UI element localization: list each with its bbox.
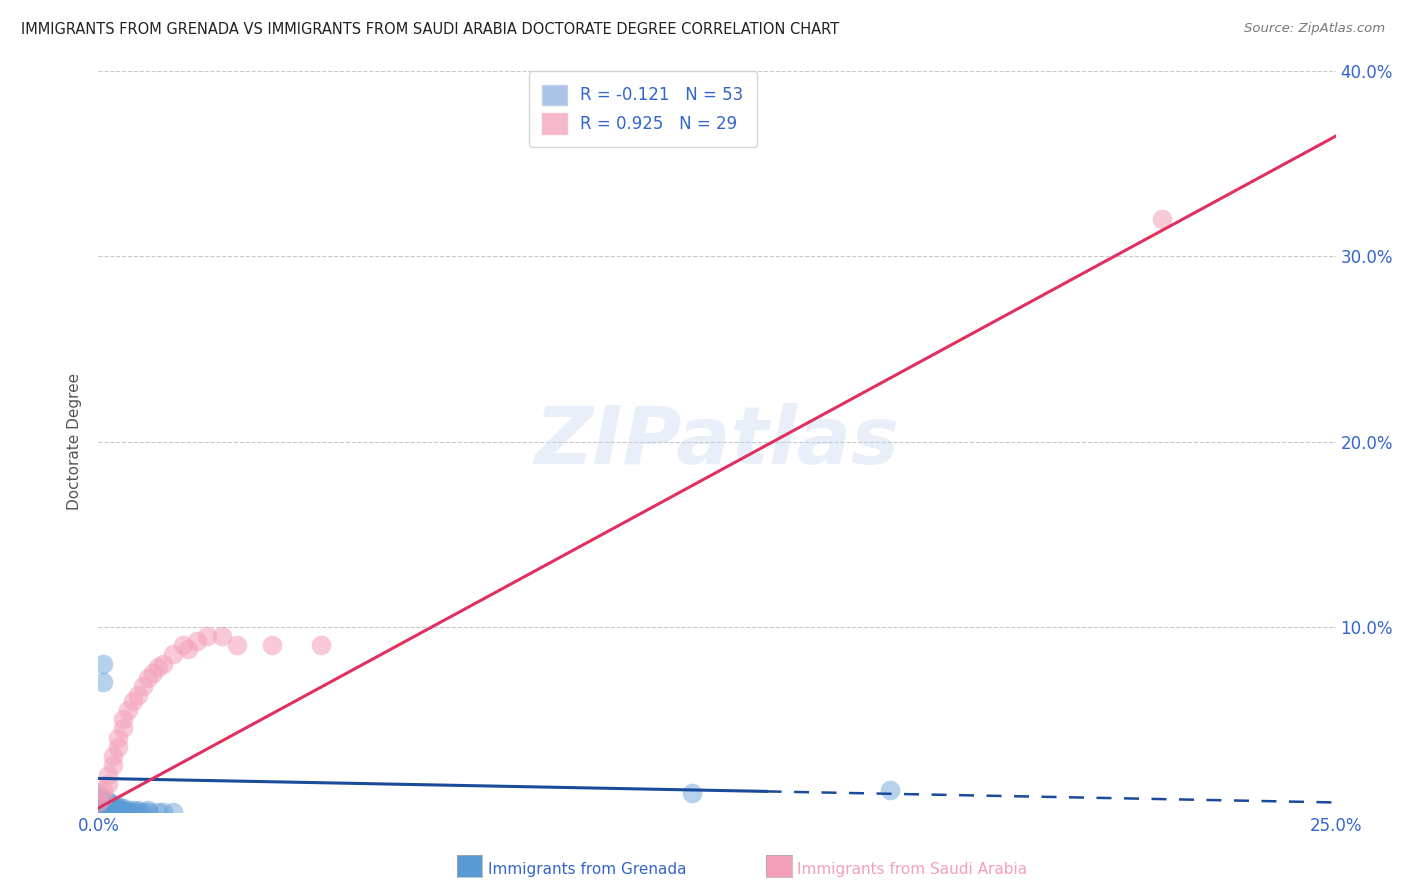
Point xyxy=(117,805,139,819)
Point xyxy=(87,786,110,800)
Point xyxy=(93,805,115,819)
Point xyxy=(87,789,110,804)
Point xyxy=(162,805,184,819)
Point xyxy=(103,803,125,817)
Point xyxy=(195,629,218,643)
Point xyxy=(93,675,115,690)
Point xyxy=(112,803,135,817)
Point xyxy=(309,638,332,652)
Point xyxy=(176,641,198,656)
Point xyxy=(127,688,149,702)
Point xyxy=(93,794,115,808)
Point xyxy=(107,799,129,814)
Point xyxy=(107,805,129,819)
Point xyxy=(93,657,115,671)
Point xyxy=(103,805,125,819)
Point xyxy=(87,805,110,819)
Point xyxy=(93,782,115,797)
Point xyxy=(93,789,115,804)
Point xyxy=(97,767,120,781)
Point xyxy=(93,803,115,817)
Point xyxy=(122,805,145,819)
Point xyxy=(127,803,149,817)
Point xyxy=(93,801,115,815)
Point xyxy=(87,797,110,812)
Point xyxy=(103,797,125,812)
Point xyxy=(87,799,110,814)
Point xyxy=(117,803,139,817)
Point xyxy=(107,801,129,815)
Point xyxy=(136,805,159,819)
Point xyxy=(103,749,125,764)
Point xyxy=(211,629,233,643)
Point xyxy=(93,796,115,810)
Point xyxy=(107,731,129,745)
Point xyxy=(132,679,155,693)
Point xyxy=(112,722,135,736)
Point xyxy=(97,799,120,814)
Point xyxy=(152,805,174,819)
Point xyxy=(186,634,208,648)
Text: Immigrants from Grenada: Immigrants from Grenada xyxy=(488,863,686,877)
Point xyxy=(107,803,129,817)
Point xyxy=(260,638,283,652)
Point xyxy=(162,648,184,662)
Point xyxy=(127,805,149,819)
Point xyxy=(97,803,120,817)
Point xyxy=(97,794,120,808)
Point xyxy=(93,797,115,812)
Point xyxy=(97,801,120,815)
Point xyxy=(142,665,165,680)
Point xyxy=(117,703,139,717)
Point xyxy=(1152,212,1174,227)
Point xyxy=(146,660,169,674)
Point xyxy=(681,786,703,800)
Point xyxy=(103,799,125,814)
Point xyxy=(879,782,901,797)
Point xyxy=(93,799,115,814)
Text: Source: ZipAtlas.com: Source: ZipAtlas.com xyxy=(1244,22,1385,36)
Point xyxy=(152,657,174,671)
Point xyxy=(112,805,135,819)
Text: Immigrants from Saudi Arabia: Immigrants from Saudi Arabia xyxy=(797,863,1028,877)
Point xyxy=(97,805,120,819)
Point xyxy=(132,805,155,819)
Point xyxy=(136,803,159,817)
Point xyxy=(87,794,110,808)
Point xyxy=(103,801,125,815)
Point xyxy=(146,805,169,819)
Legend: R = -0.121   N = 53, R = 0.925   N = 29: R = -0.121 N = 53, R = 0.925 N = 29 xyxy=(529,71,756,147)
Text: IMMIGRANTS FROM GRENADA VS IMMIGRANTS FROM SAUDI ARABIA DOCTORATE DEGREE CORRELA: IMMIGRANTS FROM GRENADA VS IMMIGRANTS FR… xyxy=(21,22,839,37)
Y-axis label: Doctorate Degree: Doctorate Degree xyxy=(67,373,83,510)
Point xyxy=(97,797,120,812)
Point xyxy=(136,672,159,686)
Point xyxy=(226,638,249,652)
Point xyxy=(87,791,110,805)
Point xyxy=(87,801,110,815)
Point xyxy=(112,712,135,726)
Point xyxy=(87,796,110,810)
Point xyxy=(172,638,194,652)
Point xyxy=(112,801,135,815)
Point xyxy=(107,739,129,754)
Point xyxy=(87,803,110,817)
Text: ZIPatlas: ZIPatlas xyxy=(534,402,900,481)
Point xyxy=(93,791,115,805)
Point xyxy=(122,803,145,817)
Point xyxy=(87,796,110,810)
Point xyxy=(103,758,125,772)
Point xyxy=(122,694,145,708)
Point xyxy=(97,777,120,791)
Point xyxy=(97,796,120,810)
